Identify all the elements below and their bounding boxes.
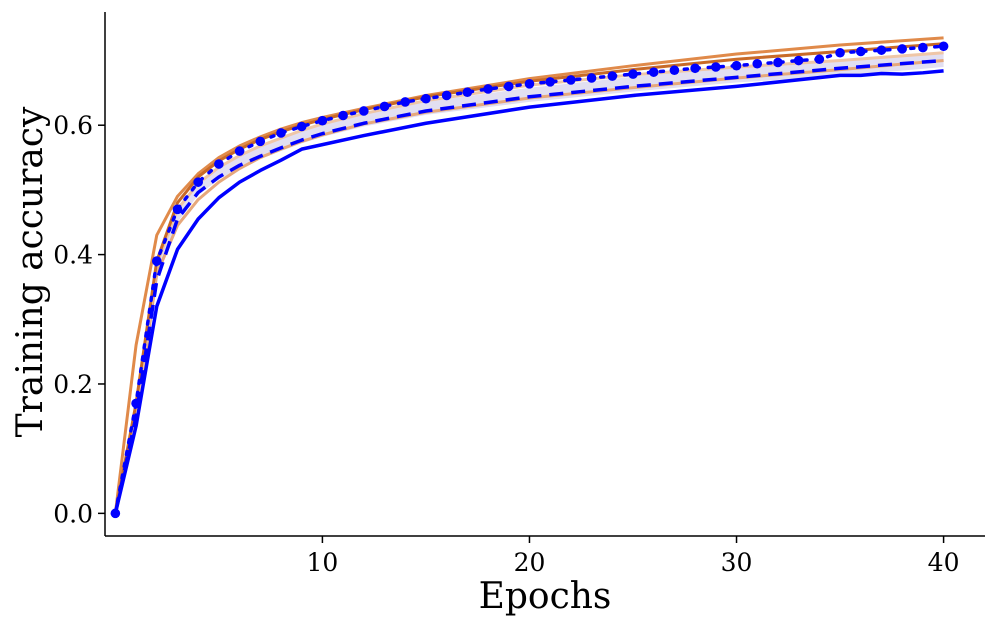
series-marker xyxy=(234,146,245,156)
series-marker xyxy=(648,67,659,77)
series-marker xyxy=(938,41,949,52)
series-marker xyxy=(711,62,721,72)
series-marker xyxy=(731,60,742,71)
series-line-3 xyxy=(113,36,944,514)
series-marker xyxy=(524,79,535,89)
series-marker xyxy=(172,204,183,215)
y-tick-label: 0.0 xyxy=(53,499,93,528)
series-marker xyxy=(400,97,411,107)
series-marker xyxy=(131,398,141,409)
series-marker xyxy=(483,84,493,94)
series-marker xyxy=(545,77,555,87)
series-marker xyxy=(876,45,887,55)
x-axis-title: Epochs xyxy=(479,576,612,617)
series-line-6 xyxy=(113,58,944,514)
series-marker xyxy=(669,65,680,76)
series-marker xyxy=(793,55,804,66)
series-marker xyxy=(835,47,845,58)
series-marker xyxy=(359,106,369,116)
series-marker xyxy=(773,57,783,68)
y-ticks: 0.0 0.2 0.4 0.6 xyxy=(53,111,105,528)
series-marker xyxy=(214,159,224,169)
series-line-7 xyxy=(113,44,946,516)
series-line-5 xyxy=(113,69,944,514)
series-line-2 xyxy=(113,51,944,514)
y-tick-label: 0.2 xyxy=(53,370,93,399)
series-marker xyxy=(193,177,203,187)
y-tick-label: 0.6 xyxy=(53,111,93,140)
x-tick-label: 10 xyxy=(307,548,339,577)
x-tick-label: 30 xyxy=(721,548,753,577)
series-marker xyxy=(379,101,390,112)
series-marker xyxy=(566,75,576,85)
series-marker xyxy=(628,69,638,79)
series-marker xyxy=(897,44,907,54)
plot-area xyxy=(110,36,949,519)
series-marker xyxy=(855,46,866,57)
x-tick-label: 20 xyxy=(514,548,546,577)
series-marker xyxy=(814,54,825,65)
series-band-0 xyxy=(115,52,944,514)
series-marker xyxy=(690,63,700,74)
x-ticks: 10 20 30 40 xyxy=(307,536,960,577)
series-marker xyxy=(421,93,431,104)
series-marker xyxy=(276,128,286,138)
series-line-4 xyxy=(113,42,944,514)
series-marker xyxy=(296,121,307,132)
series-marker xyxy=(338,110,348,121)
series-marker xyxy=(586,73,597,83)
series-line-1 xyxy=(113,59,944,514)
series-marker xyxy=(317,115,328,126)
series-marker xyxy=(503,81,514,92)
y-tick-label: 0.4 xyxy=(53,241,93,270)
series-marker xyxy=(607,71,618,81)
series-marker xyxy=(255,136,266,147)
series-marker xyxy=(151,256,162,266)
y-axis-title: Training accuracy xyxy=(10,106,51,437)
series-marker xyxy=(110,508,121,519)
series-marker xyxy=(441,90,452,101)
series-marker xyxy=(752,58,763,69)
x-tick-label: 40 xyxy=(928,548,960,577)
series-marker xyxy=(462,87,473,98)
series-marker xyxy=(918,42,928,53)
